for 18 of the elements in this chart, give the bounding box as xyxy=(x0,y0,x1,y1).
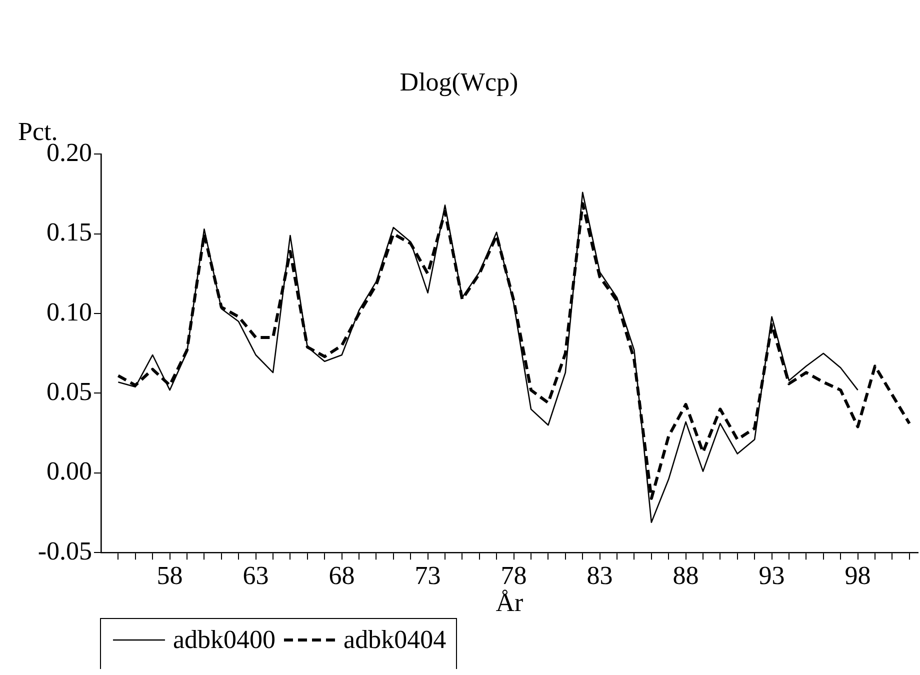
y-tick-label: -0.05 xyxy=(38,536,92,566)
x-axis-title: År xyxy=(496,588,524,618)
y-tick-label: 0.05 xyxy=(46,377,92,406)
x-tick-label: 88 xyxy=(672,561,699,590)
y-tick-label: 0.15 xyxy=(46,218,92,247)
x-tick-label: 83 xyxy=(586,561,613,590)
x-tick-label: 73 xyxy=(414,561,441,590)
chart-title: Dlog(Wcp) xyxy=(400,67,518,96)
y-tick-label: 0.00 xyxy=(46,456,92,486)
legend-label: adbk0400 xyxy=(173,625,276,655)
x-tick-label: 68 xyxy=(328,561,355,590)
x-tick-label: 63 xyxy=(242,561,269,590)
x-tick-label: 98 xyxy=(844,561,871,590)
legend-label: adbk0404 xyxy=(344,625,446,655)
y-tick-label: 0.10 xyxy=(46,297,92,326)
x-tick-label: 93 xyxy=(758,561,785,590)
x-tick-label: 78 xyxy=(500,561,527,590)
x-tick-label: 58 xyxy=(156,561,183,590)
